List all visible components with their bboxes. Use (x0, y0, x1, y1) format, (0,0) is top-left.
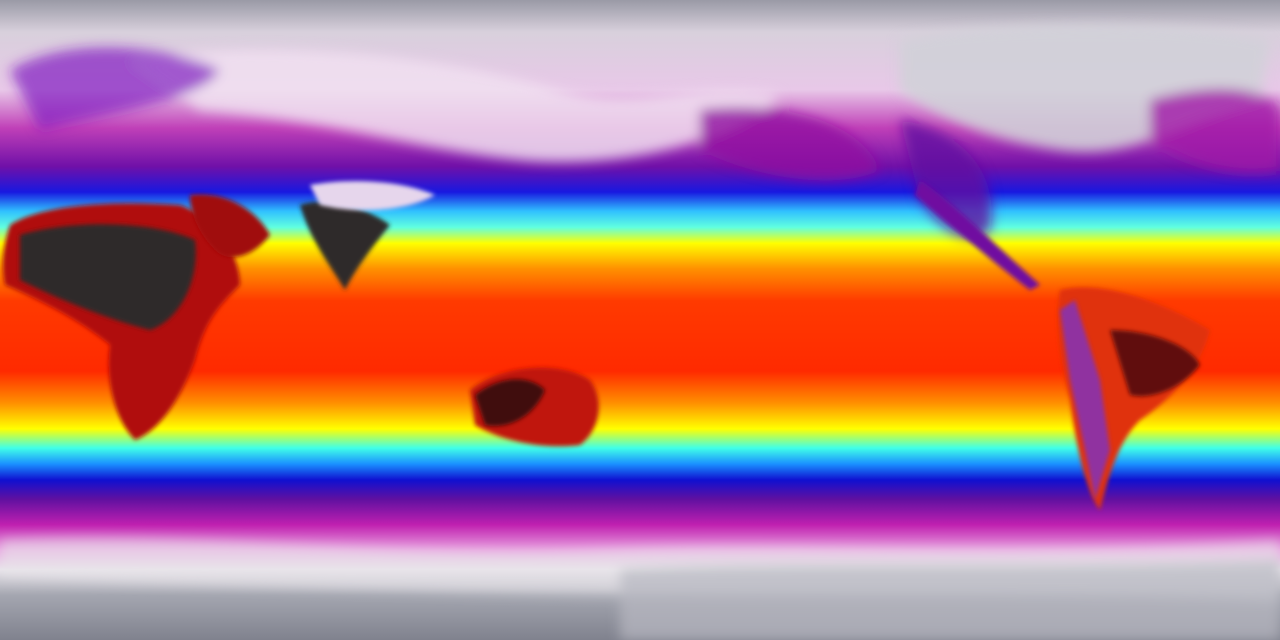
andes (1060, 300, 1110, 500)
arabia (190, 194, 270, 258)
central-america (915, 180, 1040, 290)
northern-land-masses (10, 25, 1280, 239)
india (300, 201, 390, 290)
southern-features (0, 537, 1280, 640)
himalaya (310, 181, 435, 211)
tropical-land-masses (2, 180, 1210, 510)
